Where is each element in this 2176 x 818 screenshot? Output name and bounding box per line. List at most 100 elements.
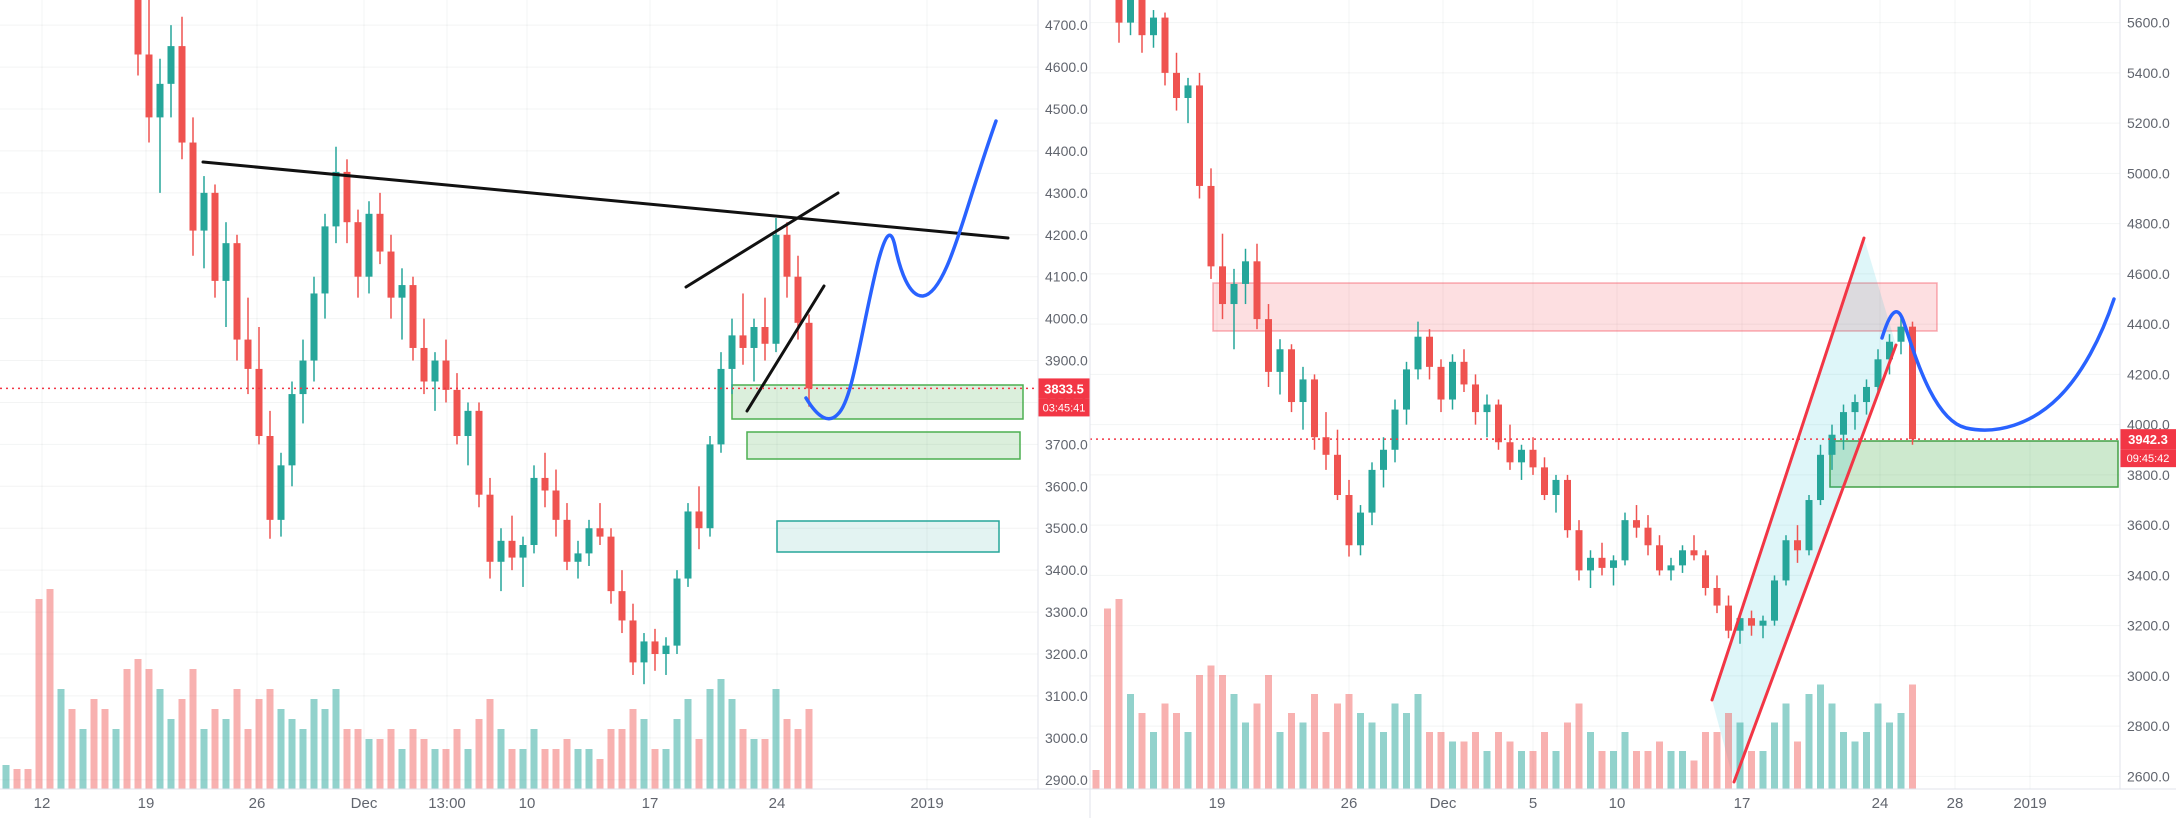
candle-body xyxy=(486,494,494,562)
blue-projection-curve[interactable] xyxy=(804,119,998,421)
candle-body xyxy=(1805,500,1813,551)
support-zone-1[interactable] xyxy=(731,384,1024,420)
candle-body xyxy=(398,285,406,298)
candle-body xyxy=(1633,520,1640,528)
candle-body xyxy=(156,83,164,118)
time-axis-label: 24 xyxy=(1872,795,1889,812)
candle-body xyxy=(673,578,681,646)
volume-bar xyxy=(1196,675,1203,789)
candle-body xyxy=(1449,361,1456,400)
candle-body xyxy=(1817,454,1824,501)
volume-bar xyxy=(343,729,351,789)
volume-bar xyxy=(1748,751,1755,789)
support-zone[interactable] xyxy=(1829,440,2119,488)
resistance-zone[interactable] xyxy=(1212,282,1938,332)
candle-body xyxy=(1702,555,1709,588)
candle-body xyxy=(1127,0,1134,23)
candle-body xyxy=(1299,379,1307,403)
volume-bar xyxy=(101,709,109,789)
volume-bar xyxy=(156,689,164,789)
time-axis-label: 26 xyxy=(1341,795,1358,812)
volume-bar xyxy=(1897,713,1905,789)
volume-bar xyxy=(1299,722,1307,789)
candle-body xyxy=(772,234,780,344)
volume-bar xyxy=(288,719,296,789)
volume-bar xyxy=(1288,713,1295,789)
volume-bar xyxy=(442,749,450,789)
price-axis-label: 4300.0 xyxy=(1045,185,1088,201)
volume-bar xyxy=(1449,741,1456,789)
candle-body xyxy=(1909,326,1916,440)
volume-bar xyxy=(618,729,626,789)
volume-bar xyxy=(1564,722,1571,789)
volume-bar xyxy=(805,709,813,789)
volume-bar xyxy=(1127,694,1134,789)
time-axis-label: 2019 xyxy=(910,795,943,812)
candle-body xyxy=(299,360,307,395)
candle-body xyxy=(1334,454,1341,496)
candle-body xyxy=(310,293,318,361)
candle-body xyxy=(640,641,648,663)
volume-bar xyxy=(1207,665,1215,789)
volume-bar xyxy=(717,679,725,789)
ascending-channel-fill[interactable] xyxy=(1712,238,1896,782)
volume-bar xyxy=(145,669,153,789)
volume-bar xyxy=(453,729,461,789)
volume-bar xyxy=(1702,732,1709,789)
candle-body xyxy=(651,641,659,655)
channel-lower-trendline[interactable] xyxy=(1732,343,1898,784)
volume-bar xyxy=(1115,599,1123,789)
candle-body xyxy=(1851,402,1859,413)
last-price-tag-value: 3833.5 xyxy=(1044,381,1084,396)
support-zone-2[interactable] xyxy=(746,431,1021,460)
candle-body xyxy=(1207,185,1215,267)
volume-bar xyxy=(1529,751,1537,789)
blue-projection-curve[interactable] xyxy=(1880,297,2116,432)
wedge-upper-line[interactable] xyxy=(684,191,840,289)
volume-bar xyxy=(1391,703,1399,789)
volume-bar xyxy=(2,765,10,789)
volume-bar xyxy=(662,749,670,789)
volume-bar xyxy=(1851,741,1859,789)
volume-bar xyxy=(475,719,483,789)
volume-bar xyxy=(640,719,648,789)
volume-bar xyxy=(1713,732,1721,789)
candle-body xyxy=(596,528,604,537)
candle-body xyxy=(1575,530,1583,571)
support-zone-3[interactable] xyxy=(776,520,1000,553)
volume-bar xyxy=(1265,675,1272,789)
price-axis-label: 4200.0 xyxy=(2127,366,2170,382)
candle-body xyxy=(519,545,527,558)
volume-bar xyxy=(706,689,714,789)
candle-body xyxy=(288,394,296,466)
candle-body xyxy=(332,171,340,227)
volume-bar xyxy=(1403,713,1410,789)
wedge-lower-line[interactable] xyxy=(745,284,826,413)
candle-body xyxy=(717,368,725,445)
candle-body xyxy=(794,276,802,323)
candle-body xyxy=(1230,283,1238,305)
candle-body xyxy=(1736,618,1744,631)
volume-bar xyxy=(519,749,527,789)
price-axis-label: 3800.0 xyxy=(2127,467,2170,483)
price-axis-label: 2900.0 xyxy=(1045,772,1088,788)
candle-body xyxy=(783,234,791,277)
volume-bar xyxy=(310,699,318,789)
volume-bar xyxy=(123,669,131,789)
price-axis-label: 4500.0 xyxy=(1045,101,1088,117)
volume-bar xyxy=(35,599,43,789)
descending-trendline[interactable] xyxy=(201,160,1010,240)
volume-bar xyxy=(79,729,87,789)
candle-body xyxy=(1690,550,1698,556)
candle-body xyxy=(255,368,263,437)
volume-bar xyxy=(420,739,428,789)
candle-body xyxy=(277,465,285,520)
candle-body xyxy=(1759,620,1767,626)
volume-bar xyxy=(68,709,76,789)
price-axis-label: 4800.0 xyxy=(2127,216,2170,232)
price-axis-label: 3000.0 xyxy=(1045,730,1088,746)
channel-upper-trendline[interactable] xyxy=(1710,236,1866,702)
candle-body xyxy=(607,536,615,592)
price-axis-label: 3300.0 xyxy=(1045,604,1088,620)
